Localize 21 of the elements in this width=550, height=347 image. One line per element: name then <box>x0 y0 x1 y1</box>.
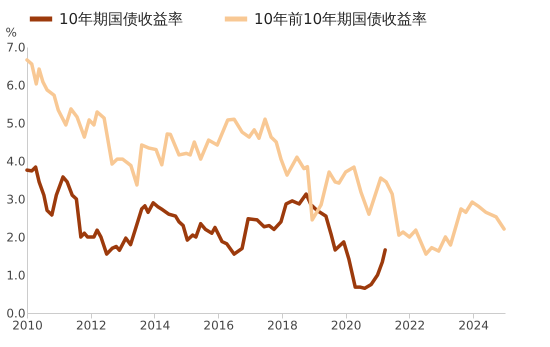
y-tick-label: 3.0 <box>6 192 26 206</box>
x-tick-label: 2010 <box>12 318 43 332</box>
y-tick-label: 4.0 <box>6 154 26 168</box>
line-series <box>25 58 506 256</box>
x-tick-label: 2022 <box>394 318 426 332</box>
y-tick-label: 7.0 <box>6 40 26 54</box>
y-tick-label: 5.0 <box>6 116 26 130</box>
y-tick-label: 0.0 <box>6 306 26 320</box>
y-tick-label: 6.0 <box>6 78 26 92</box>
y-tick-label: 2.0 <box>6 230 26 244</box>
y-axis-title: % <box>6 26 17 40</box>
legend-label: 10年期国债收益率 <box>59 10 184 28</box>
x-tick-label: 2018 <box>267 318 298 332</box>
legend-label: 10年前10年期国债收益率 <box>254 10 428 28</box>
y-tick-label: 1.0 <box>6 268 26 282</box>
x-tick-label: 2024 <box>458 318 489 332</box>
line-series <box>25 165 387 290</box>
x-tick-label: 2012 <box>76 318 107 332</box>
x-tick-label: 2014 <box>140 318 170 332</box>
x-tick-label: 2016 <box>203 318 234 332</box>
x-tick-label: 2020 <box>330 318 362 332</box>
